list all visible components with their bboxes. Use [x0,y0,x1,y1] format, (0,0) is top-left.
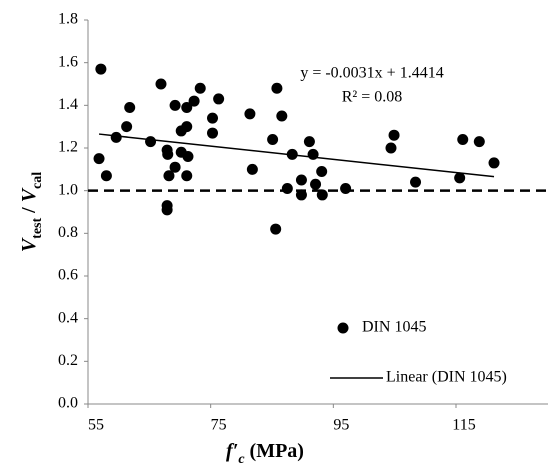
y-label-part: test [30,218,45,239]
trend-r2: R² = 0.08 [342,89,403,106]
y-tick-label: 1.4 [58,96,78,113]
point [316,189,328,201]
point [310,178,322,190]
point [121,121,133,133]
y-tick-label: 0.0 [58,395,78,412]
point [457,133,469,145]
point [295,189,307,201]
point [270,223,282,235]
point [303,136,315,148]
trend-equation: y = -0.0031x + 1.4414 [300,65,443,82]
point [169,161,181,173]
y-tick-label: 0.6 [58,267,78,284]
y-tick-label: 0.2 [58,352,78,369]
x-tick-label: 95 [333,417,349,434]
point [188,95,200,107]
point [124,101,136,113]
point [246,163,258,175]
x-tick-label: 115 [452,417,475,434]
point [161,204,173,216]
y-label-part: V [18,237,40,252]
point [276,110,288,122]
y-tick-label: 1.6 [58,53,78,70]
point [181,170,193,182]
point [181,101,193,113]
point [281,183,293,195]
x-tick-label: 75 [211,417,227,434]
point [95,63,107,75]
point [388,129,400,141]
point [181,121,193,133]
point [271,82,283,94]
point [110,131,122,143]
y-tick-label: 1.8 [58,11,78,28]
point [207,112,219,124]
point [385,142,397,154]
y-tick-label: 1.2 [58,139,78,156]
y-tick-label: 1.0 [58,181,78,198]
point [267,133,279,145]
point [213,93,225,105]
point [162,148,174,160]
point [155,78,167,90]
point [169,99,181,111]
point [145,136,157,148]
y-label-part: cal [30,172,45,189]
point [316,165,328,177]
y-tick-label: 0.8 [58,224,78,241]
legend-label: DIN 1045 [362,319,426,336]
point [163,170,175,182]
x-label-part: (MPa) [245,440,304,462]
point [410,176,422,188]
legend-label: Linear (DIN 1045) [386,369,507,386]
y-axis-label: Vtest / Vcal [18,172,45,252]
x-label-part: c [238,452,245,467]
point [93,153,105,165]
x-axis-label: f′c (MPa) [226,440,304,467]
point [194,82,206,94]
y-tick-label: 0.4 [58,309,78,326]
point [473,136,485,148]
point [207,127,219,139]
legend-marker [337,322,349,334]
y-label-part: V [18,187,40,202]
point [295,174,307,186]
y-label-part: / [18,202,40,218]
point [488,157,500,169]
x-tick-label: 55 [88,417,104,434]
point [100,170,112,182]
point [454,172,466,184]
x-label-part: f′ [226,440,238,462]
trendline [98,133,495,178]
point [182,151,194,163]
point [340,183,352,195]
point [244,108,256,120]
